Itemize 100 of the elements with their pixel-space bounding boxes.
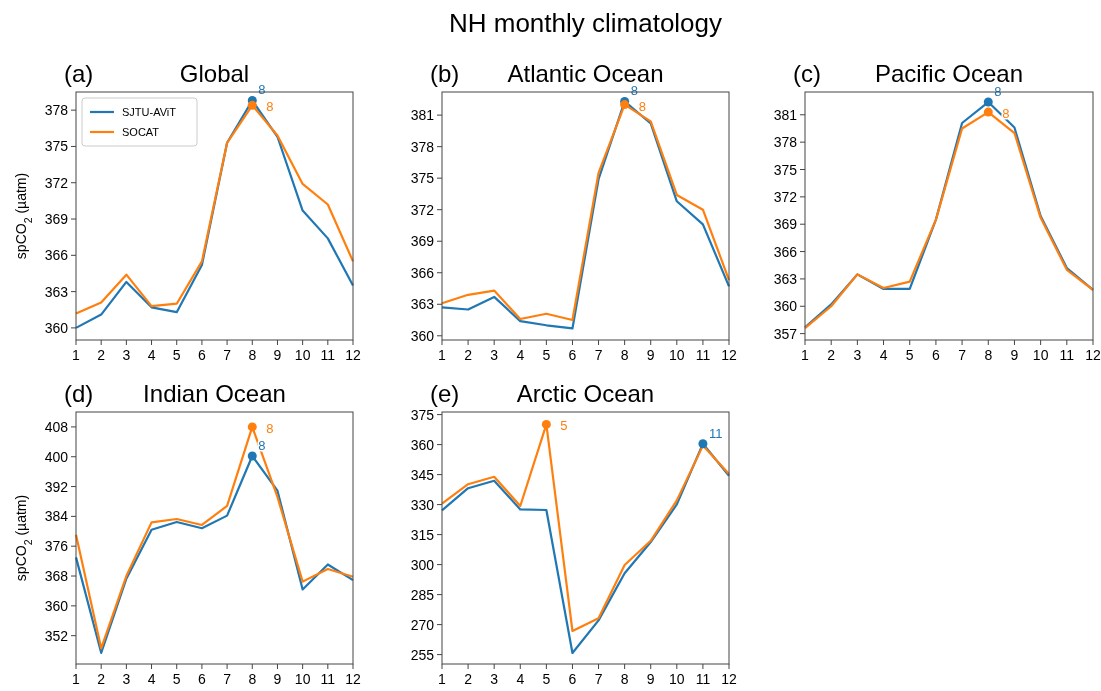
x-tick-label: 12 [1085, 347, 1101, 363]
x-tick-label: 4 [516, 671, 525, 687]
x-tick-label: 5 [542, 347, 551, 363]
x-tick-label: 1 [438, 347, 447, 363]
x-tick-label: 3 [490, 347, 499, 363]
x-tick-label: 6 [198, 671, 207, 687]
x-tick-label: 1 [801, 347, 810, 363]
y-tick-label: 375 [410, 406, 435, 423]
annotation: 8 [258, 82, 266, 98]
x-tick-label: 9 [646, 671, 655, 687]
annotation: 11 [708, 425, 723, 441]
x-tick-label: 8 [620, 347, 629, 363]
x-tick-label: 10 [669, 347, 685, 363]
x-tick-label: 3 [853, 347, 862, 363]
y-tick-label: 376 [44, 538, 69, 555]
x-tick-label: 8 [620, 671, 629, 687]
x-tick-label: 5 [172, 671, 181, 687]
x-tick-label: 9 [646, 347, 655, 363]
x-tick-label: 2 [827, 347, 836, 363]
x-tick-label: 6 [198, 347, 207, 363]
y-tick-label: 378 [44, 102, 69, 119]
x-tick-label: 12 [345, 671, 361, 687]
y-tick-label: 366 [44, 247, 69, 264]
x-tick-label: 10 [1032, 347, 1049, 363]
y-tick-label: 369 [773, 216, 798, 233]
chart-title: Indian Ocean [143, 380, 286, 407]
y-tick-label: 400 [44, 448, 69, 465]
x-tick-label: 7 [958, 347, 967, 363]
x-tick-label: 5 [172, 347, 181, 363]
x-tick-label: 12 [345, 347, 361, 363]
x-tick-label: 3 [122, 671, 131, 687]
y-tick-label: 315 [410, 526, 435, 543]
x-tick-label: 5 [905, 347, 914, 363]
x-tick-label: 9 [273, 671, 282, 687]
y-tick-label: 378 [410, 138, 435, 155]
chart-subtitle: NH monthly climatology [448, 8, 723, 38]
y-tick-label: 375 [773, 161, 798, 178]
annotation: 8 [266, 99, 274, 115]
x-tick-label: 9 [273, 347, 282, 363]
chart-title: Arctic Ocean [516, 380, 655, 407]
x-tick-label: 3 [122, 347, 131, 363]
y-tick-label: 360 [410, 436, 435, 453]
y-tick-label: 366 [773, 243, 798, 260]
annotation: 8 [638, 98, 646, 114]
y-tick-label: 372 [773, 188, 798, 205]
x-tick-label: 7 [223, 671, 232, 687]
y-tick-label: 384 [44, 508, 69, 525]
x-tick-label: 11 [695, 347, 711, 363]
y-tick-label: 360 [44, 597, 69, 614]
y-tick-label: 330 [410, 496, 435, 513]
annotation: 8 [994, 84, 1002, 100]
y-tick-label: 375 [410, 170, 435, 187]
y-tick-label: 381 [773, 106, 798, 123]
x-tick-label: 1 [72, 671, 81, 687]
x-tick-label: 7 [223, 347, 232, 363]
y-tick-label: 255 [410, 646, 435, 663]
x-tick-label: 4 [879, 347, 888, 363]
x-tick-label: 11 [1059, 347, 1075, 363]
x-tick-label: 12 [721, 671, 737, 687]
x-tick-label: 4 [147, 347, 156, 363]
y-tick-label: 408 [44, 418, 69, 435]
legend-label: SOCAT [122, 126, 160, 138]
x-tick-label: 7 [594, 347, 603, 363]
y-tick-label: 381 [410, 107, 435, 124]
annotation: 5 [560, 418, 568, 434]
y-tick-label: 360 [44, 319, 69, 336]
y-tick-label: 360 [410, 327, 435, 344]
y-tick-label: 363 [410, 296, 435, 313]
x-tick-label: 2 [464, 671, 473, 687]
text: (d) [64, 380, 94, 407]
x-tick-label: 10 [294, 671, 311, 687]
y-tick-label: 345 [410, 466, 435, 483]
y-tick-label: 352 [44, 627, 69, 644]
y-tick-label: 363 [773, 270, 798, 287]
y-tick-label: 285 [410, 586, 435, 603]
x-tick-label: 1 [438, 671, 447, 687]
x-tick-label: 4 [147, 671, 156, 687]
x-tick-label: 8 [248, 671, 257, 687]
annotation: 8 [1002, 106, 1010, 122]
x-tick-label: 12 [721, 347, 737, 363]
annotation: 8 [258, 437, 266, 453]
x-tick-label: 8 [248, 347, 257, 363]
x-tick-label: 8 [984, 347, 993, 363]
x-tick-label: 4 [516, 347, 525, 363]
text: (b) [430, 60, 460, 87]
x-tick-label: 6 [568, 347, 577, 363]
x-tick-label: 6 [568, 671, 577, 687]
y-tick-label: 378 [773, 134, 798, 151]
y-tick-label: 375 [44, 138, 69, 155]
y-tick-label: 369 [410, 233, 435, 250]
x-tick-label: 3 [490, 671, 499, 687]
x-tick-label: 9 [1010, 347, 1019, 363]
annotation: 8 [266, 420, 274, 436]
y-tick-label: 300 [410, 556, 435, 573]
text: (c) [793, 60, 821, 87]
legend-label: SJTU-AViT [122, 106, 177, 118]
y-tick-label: 372 [410, 201, 435, 218]
x-tick-label: 10 [294, 347, 311, 363]
x-tick-label: 11 [320, 671, 336, 687]
x-tick-label: 6 [932, 347, 941, 363]
